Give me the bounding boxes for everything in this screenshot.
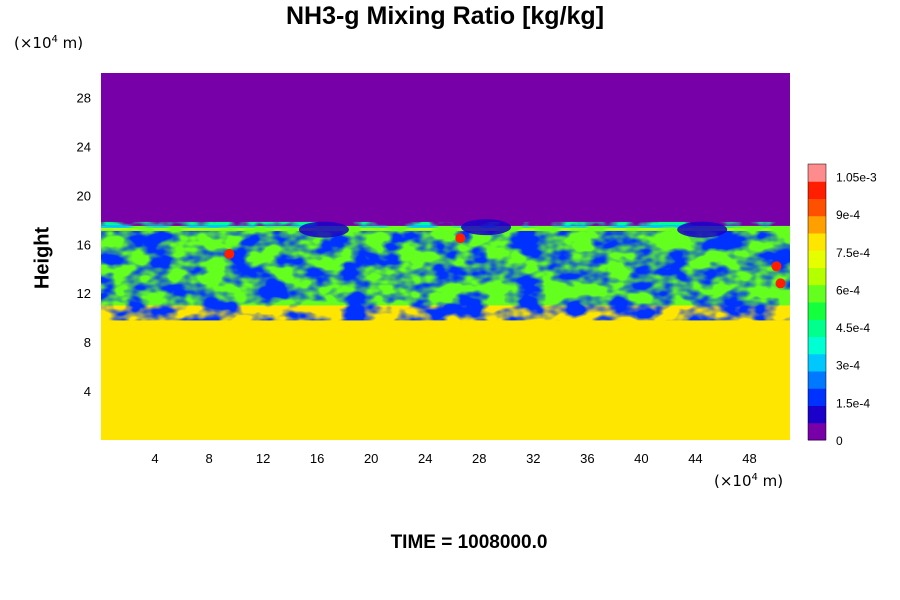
x-tick-label: 8	[205, 451, 212, 466]
colorbar-segment	[808, 215, 826, 234]
colorbar-segment	[808, 198, 826, 217]
colorbar-segment	[808, 267, 826, 286]
colorbar-segment	[808, 319, 826, 337]
colorbar-segment	[808, 353, 826, 372]
hot-spot	[224, 249, 235, 260]
colorbar-tick-label: 6e-4	[836, 283, 860, 297]
heatmap-plot	[101, 73, 790, 440]
x-tick-label: 32	[526, 451, 540, 466]
y-axis: 4 8 12 16 20 24 28	[77, 90, 91, 399]
colorbar-segment	[808, 336, 826, 355]
colorbar: 0 1.5e-4 3e-4 4.5e-4 6e-4 7.5e-4 9e-4 1.05e-3	[807, 163, 877, 448]
y-tick-label: 8	[84, 335, 91, 350]
colorbar-segment	[808, 284, 826, 303]
y-axis-unit: (×104 m)	[14, 34, 84, 52]
hot-spot	[455, 233, 466, 244]
turbulence-patch	[101, 230, 790, 321]
colorbar-tick-label: 1.5e-4	[836, 396, 870, 410]
x-tick-label: 28	[472, 451, 486, 466]
cloud-top-pocket	[298, 221, 349, 238]
colorbar-segment	[808, 302, 826, 320]
y-tick-label: 4	[84, 384, 91, 399]
colorbar-segment	[808, 181, 826, 199]
y-tick-label: 16	[77, 237, 91, 252]
hot-spot	[771, 261, 782, 272]
lower-region	[101, 305, 790, 440]
x-axis-unit: (×104 m)	[714, 472, 784, 490]
x-tick-label: 20	[364, 451, 378, 466]
x-axis: 4 8 12 16 20 24 28 32 36 40 44 48	[151, 451, 756, 466]
chart-title: NH3-g Mixing Ratio [kg/kg]	[285, 2, 605, 30]
x-tick-label: 36	[580, 451, 594, 466]
x-tick-label: 12	[256, 451, 270, 466]
x-tick-label: 4	[151, 451, 158, 466]
cloud-top-pocket	[677, 221, 728, 238]
colorbar-segment	[808, 164, 826, 182]
colorbar-segment	[808, 250, 826, 268]
y-tick-label: 24	[77, 139, 91, 154]
cloud-top-pocket	[461, 219, 512, 236]
colorbar-tick-label: 0	[836, 434, 843, 448]
x-tick-label: 48	[742, 451, 756, 466]
colorbar-tick-label: 1.05e-3	[836, 171, 877, 185]
colorbar-segment	[808, 422, 826, 441]
colorbar-tick-label: 3e-4	[836, 359, 860, 373]
hot-spot	[775, 278, 786, 289]
y-tick-label: 12	[77, 286, 91, 301]
x-tick-label: 44	[688, 451, 702, 466]
x-tick-label: 16	[310, 451, 324, 466]
time-label: TIME = 1008000.0	[390, 532, 548, 553]
colorbar-segment	[808, 371, 826, 389]
colorbar-tick-label: 9e-4	[836, 208, 860, 222]
colorbar-segment	[808, 233, 826, 251]
y-tick-label: 20	[77, 188, 91, 203]
x-tick-label: 40	[634, 451, 648, 466]
colorbar-tick-label: 7.5e-4	[836, 246, 870, 260]
colorbar-frame	[807, 163, 827, 441]
x-tick-label: 24	[418, 451, 432, 466]
turbulence-texture	[101, 221, 790, 321]
y-tick-label: 28	[77, 90, 91, 105]
colorbar-segment	[808, 388, 826, 406]
colorbar-tick-label: 4.5e-4	[836, 321, 870, 335]
colorbar-segment	[808, 405, 826, 424]
